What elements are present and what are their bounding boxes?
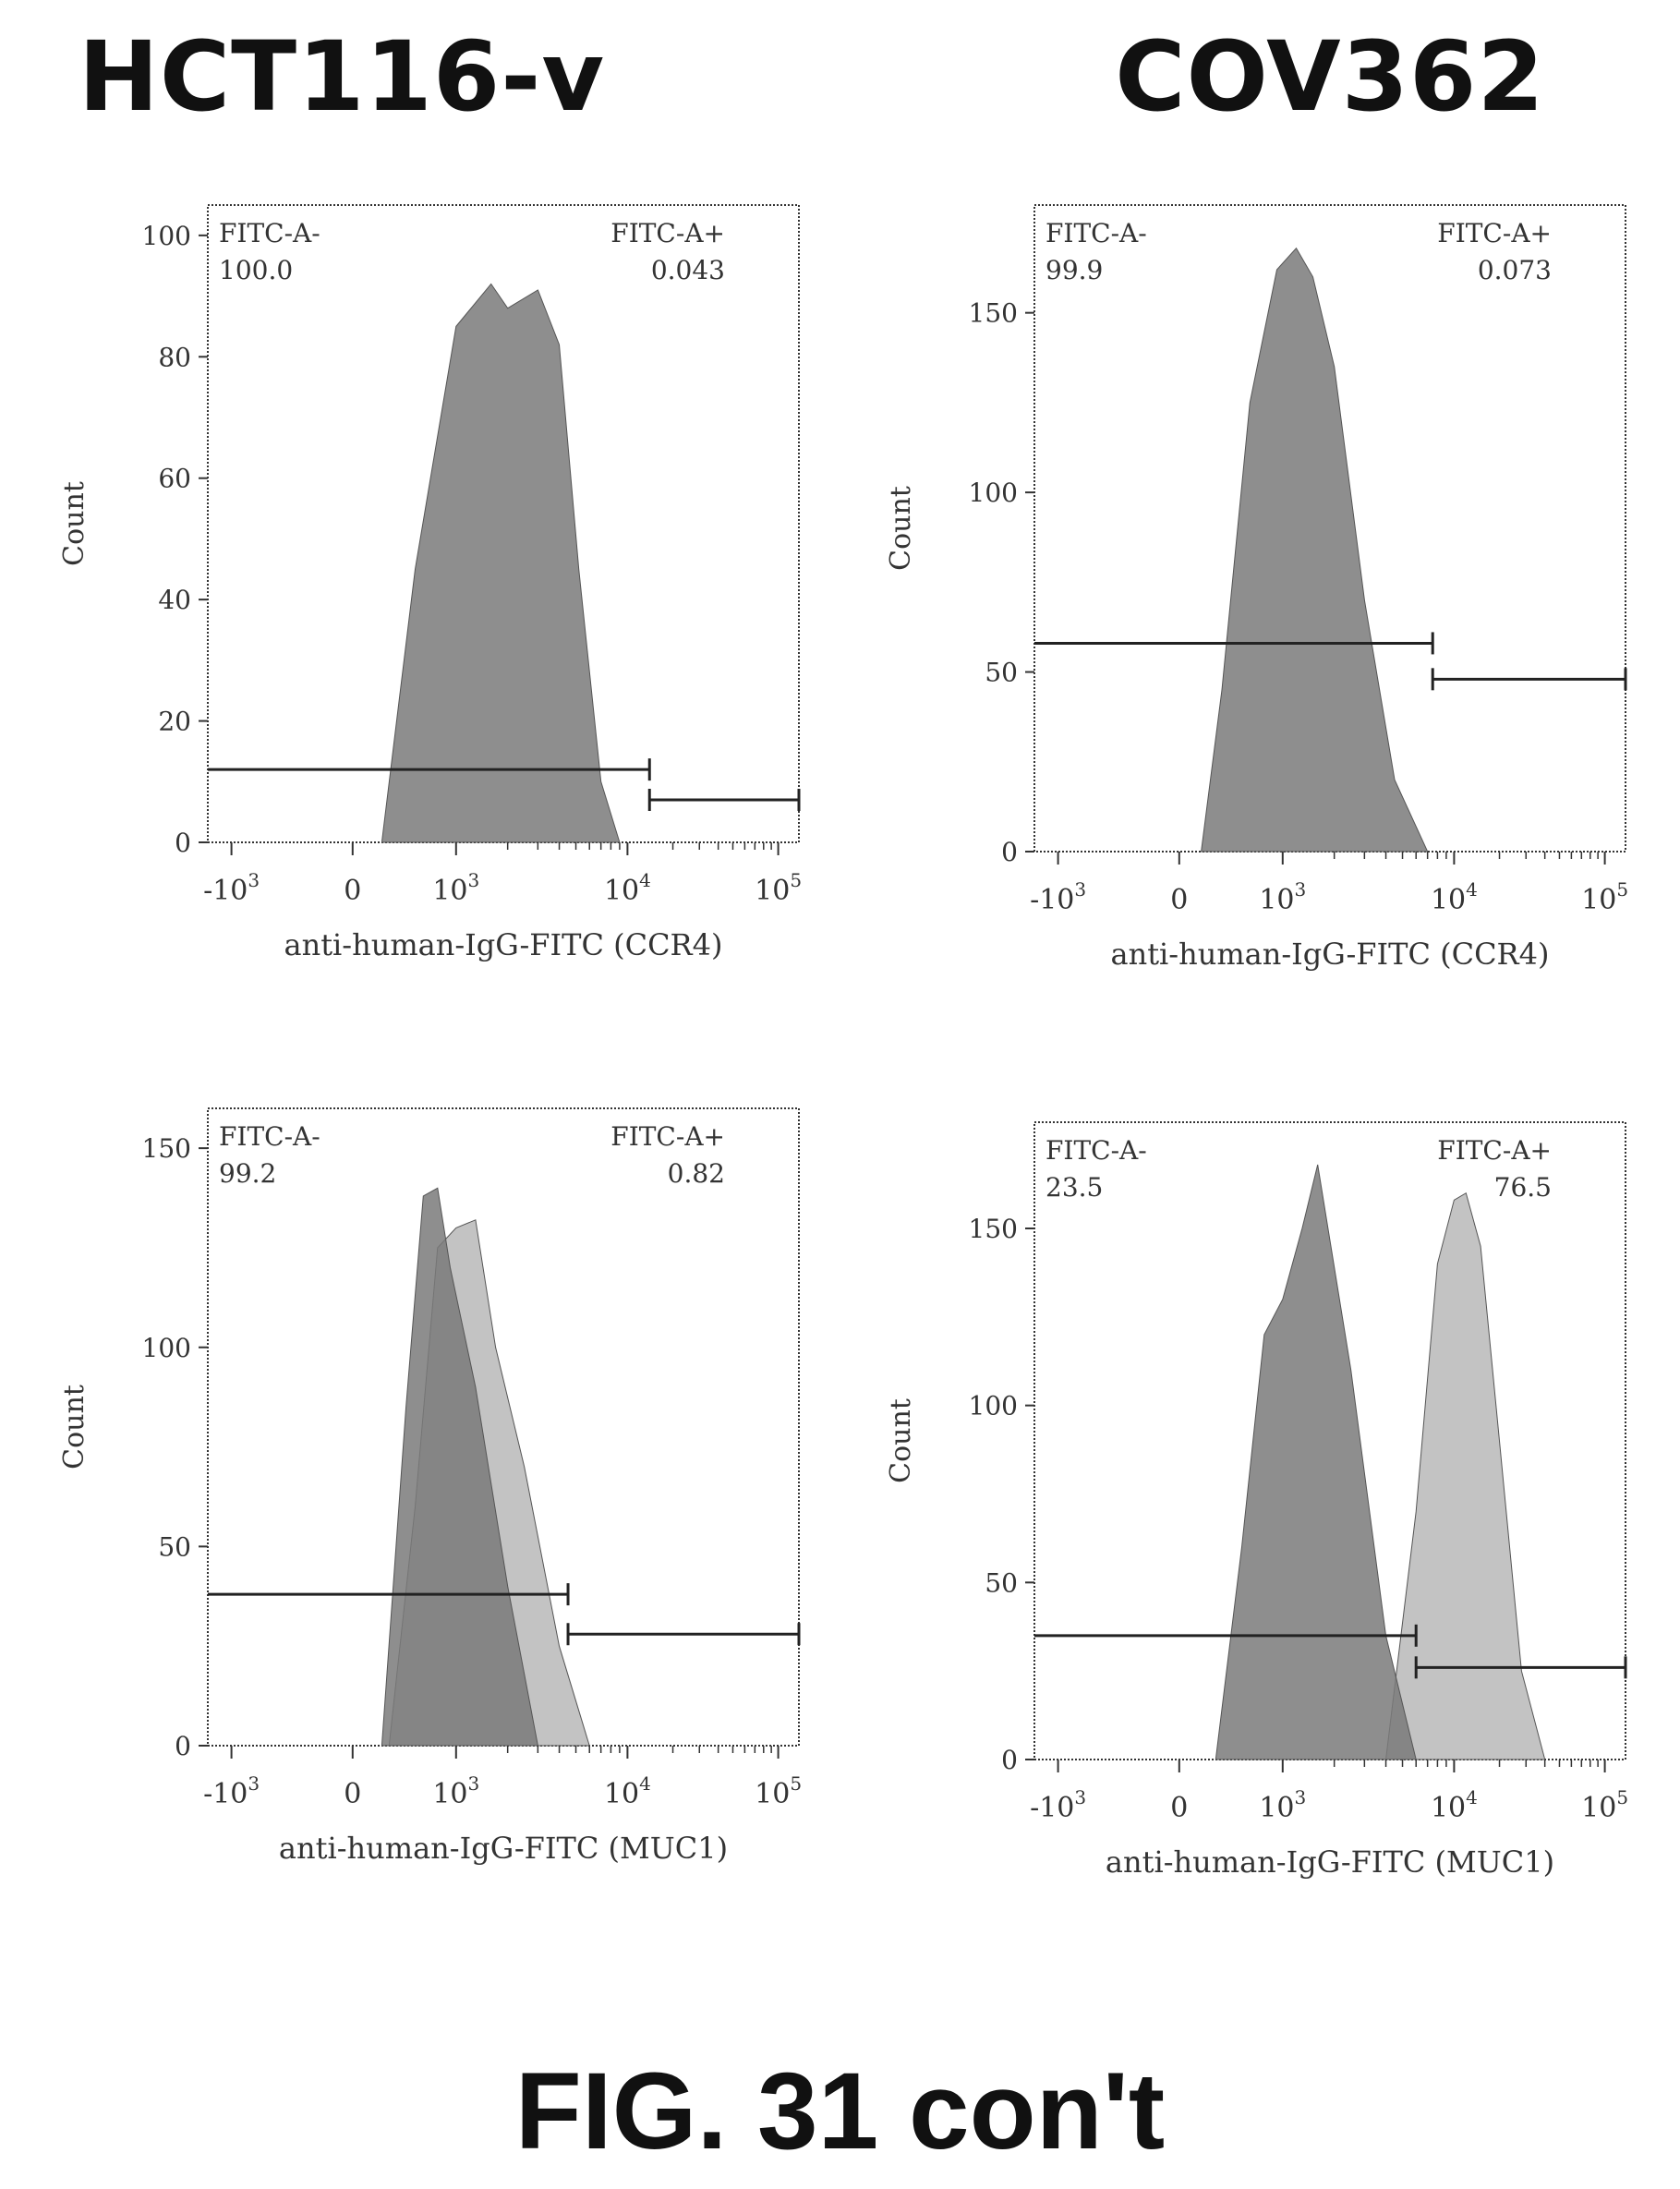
x-tick-label: 0	[1170, 1792, 1188, 1824]
y-tick-label: 80	[158, 342, 191, 372]
figure-canvas: FITC-A- 100.0 FITC-A+ 0.043 0 20 40 60 80 100 -103…	[0, 0, 1680, 2014]
y-axis-label: Count	[58, 481, 91, 566]
x-tick-label: 103	[1259, 1786, 1306, 1824]
y-axis-label: Count	[885, 486, 917, 571]
x-tick-label: 0	[1170, 884, 1188, 916]
x-tick-label: 103	[432, 869, 479, 907]
x-tick-label: 105	[1581, 1786, 1628, 1824]
x-tick-label: 105	[1581, 878, 1628, 916]
y-tick-label: 150	[969, 298, 1018, 329]
x-tick-label: 103	[432, 1772, 479, 1810]
gate-percent-positive: 76.5	[1494, 1172, 1552, 1203]
x-tick-label: 0	[344, 875, 361, 907]
x-tick-label: 104	[1431, 1786, 1478, 1824]
x-tick-label: 104	[604, 1772, 651, 1810]
gate-label-positive: FITC-A+	[610, 1121, 725, 1152]
gate-label-negative: FITC-A-	[1045, 1135, 1147, 1166]
y-tick-label: 150	[969, 1214, 1018, 1244]
histogram-panel-3: FITC-A- 99.2 FITC-A+ 0.82 0 50 100 150 -103 0 103 1…	[58, 1108, 802, 1866]
gate-label-negative: FITC-A-	[219, 1121, 320, 1152]
x-axis-label: anti-human-IgG-FITC (MUC1)	[279, 1831, 728, 1866]
y-tick-label: 40	[158, 585, 191, 615]
x-tick-label: 103	[1259, 878, 1306, 916]
gate-label-positive: FITC-A+	[1437, 1135, 1552, 1166]
figure-caption: FIG. 31 con't	[0, 2049, 1680, 2174]
gate-percent-negative: 99.2	[219, 1158, 276, 1189]
x-axis-label: anti-human-IgG-FITC (MUC1)	[1106, 1844, 1554, 1880]
y-tick-label: 50	[158, 1531, 191, 1562]
x-tick-label: -103	[203, 1772, 260, 1810]
x-tick-label: 0	[344, 1778, 361, 1810]
histogram-panel-1: FITC-A- 100.0 FITC-A+ 0.043 0 20 40 60 80 100 -103…	[58, 205, 802, 962]
y-tick-label: 100	[142, 221, 191, 251]
y-tick-label: 0	[175, 1731, 191, 1761]
y-tick-label: 50	[985, 658, 1018, 688]
x-axis-label: anti-human-IgG-FITC (CCR4)	[1111, 937, 1550, 972]
y-tick-label: 100	[969, 1391, 1018, 1421]
y-tick-label: 0	[1001, 837, 1018, 867]
x-tick-label: 105	[755, 1772, 802, 1810]
histogram-panel-4: FITC-A- 23.5 FITC-A+ 76.5 0 50 100 150 -103 0 103 1…	[885, 1122, 1628, 1880]
x-tick-label: -103	[1030, 878, 1086, 916]
gate-percent-negative: 99.9	[1045, 255, 1103, 285]
y-axis-label: Count	[885, 1398, 917, 1483]
x-tick-label: 104	[1431, 878, 1478, 916]
y-tick-label: 100	[969, 478, 1018, 508]
x-tick-label: 104	[604, 869, 651, 907]
x-tick-label: -103	[1030, 1786, 1086, 1824]
gate-label-negative: FITC-A-	[219, 218, 320, 248]
x-tick-label: 105	[755, 869, 802, 907]
y-tick-label: 0	[1001, 1745, 1018, 1775]
gate-label-positive: FITC-A+	[1437, 218, 1552, 248]
x-tick-label: -103	[203, 869, 260, 907]
y-tick-label: 50	[985, 1567, 1018, 1598]
gate-percent-positive: 0.073	[1478, 255, 1552, 285]
gate-percent-negative: 100.0	[219, 255, 293, 285]
y-axis-label: Count	[58, 1385, 91, 1469]
gate-percent-positive: 0.043	[651, 255, 725, 285]
x-axis-label: anti-human-IgG-FITC (CCR4)	[284, 927, 723, 962]
y-tick-label: 100	[142, 1333, 191, 1363]
gate-percent-negative: 23.5	[1045, 1172, 1103, 1203]
y-tick-label: 0	[175, 828, 191, 858]
y-tick-label: 20	[158, 707, 191, 737]
y-tick-label: 150	[142, 1133, 191, 1164]
histogram-panel-2: FITC-A- 99.9 FITC-A+ 0.073 0 50 100 150 -103 0 103…	[885, 205, 1628, 972]
gate-label-negative: FITC-A-	[1045, 218, 1147, 248]
y-tick-label: 60	[158, 464, 191, 494]
gate-label-positive: FITC-A+	[610, 218, 725, 248]
gate-percent-positive: 0.82	[668, 1158, 725, 1189]
